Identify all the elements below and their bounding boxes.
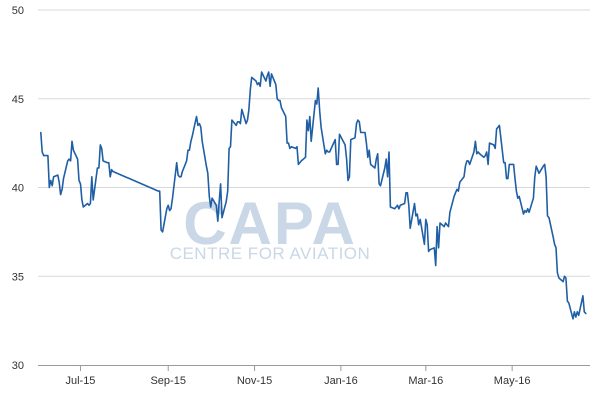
x-tick-label: May-16 — [494, 375, 531, 387]
x-axis-tick-labels: Jul-15 Sep-15 Nov-15 Jan-16 Mar-16 May-16 — [65, 375, 530, 387]
y-tick-label: 40 — [12, 183, 24, 195]
x-tick-label: Jan-16 — [324, 375, 358, 387]
y-tick-label: 30 — [12, 360, 24, 372]
x-tick-label: Jul-15 — [65, 375, 95, 387]
x-tick-label: Sep-15 — [150, 375, 185, 387]
x-axis — [38, 365, 590, 371]
y-tick-label: 35 — [12, 271, 24, 283]
gridlines — [38, 9, 590, 277]
x-tick-label: Mar-16 — [408, 375, 443, 387]
series-line-0 — [39, 71, 587, 320]
y-tick-label: 50 — [12, 5, 24, 17]
watermark-subtitle: CENTRE FOR AVIATION — [170, 244, 371, 263]
x-tick-label: Nov-15 — [237, 375, 272, 387]
capa-watermark: CAPA CENTRE FOR AVIATION — [170, 190, 371, 263]
series-layer — [39, 71, 587, 320]
y-tick-label: 45 — [12, 94, 24, 106]
y-axis-tick-labels: 30 35 40 45 50 — [12, 5, 24, 372]
